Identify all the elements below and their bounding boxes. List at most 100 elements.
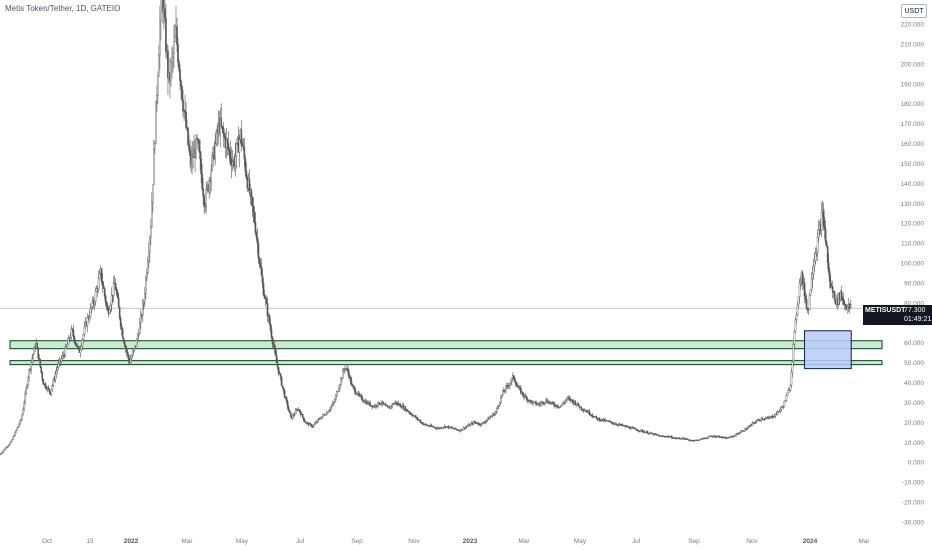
candle [750, 424, 753, 427]
candle [780, 405, 783, 412]
candle [811, 265, 814, 288]
price-axis[interactable]: 220.000 210.000 200.000 190.000 180.000 170.0… [901, 22, 925, 527]
time-tick-label: Sep [688, 538, 700, 545]
candle [740, 429, 742, 433]
candle [525, 393, 527, 398]
candle [497, 404, 499, 409]
candle [252, 197, 255, 223]
candle [564, 399, 566, 405]
candle [165, 4, 167, 59]
candle [113, 275, 116, 284]
candle [271, 335, 274, 349]
candle [795, 312, 798, 325]
candle [152, 184, 154, 213]
candle [221, 125, 224, 133]
candle [145, 274, 147, 300]
candle [197, 137, 199, 144]
candle [146, 268, 148, 282]
candle [546, 397, 548, 403]
candle [108, 305, 111, 315]
candle [101, 273, 104, 293]
time-axis[interactable]: Oct 15 2022 Mar May Jul Sep Nov 2023 Mar May Jul Sep… [42, 538, 870, 545]
candle [69, 332, 72, 341]
candle [315, 420, 318, 423]
candle [707, 436, 709, 440]
candle [522, 391, 524, 398]
candle [532, 400, 534, 407]
candle [154, 140, 156, 155]
candle [8, 444, 10, 447]
candle [430, 423, 433, 427]
candle [698, 439, 700, 442]
candle [693, 439, 695, 442]
highlight-box[interactable] [804, 330, 852, 370]
candle [244, 155, 247, 177]
candle [794, 316, 797, 334]
candle [109, 302, 112, 314]
candle [475, 422, 478, 424]
price-tick-label: 180.000 [901, 101, 925, 108]
candle [15, 429, 17, 434]
candle [578, 404, 581, 410]
support-zone[interactable] [9, 360, 883, 366]
candle [179, 64, 181, 90]
candle [336, 390, 338, 398]
candle [143, 299, 145, 311]
support-zone[interactable] [9, 340, 883, 350]
candle [792, 342, 795, 367]
candle [60, 355, 63, 364]
candle [321, 416, 323, 419]
price-tick-label: 10.000 [904, 440, 924, 447]
candle [828, 267, 831, 288]
candle [282, 387, 285, 395]
candle [258, 256, 261, 268]
candle [728, 437, 730, 439]
candle [292, 413, 295, 417]
candle [755, 419, 758, 424]
time-tick-label: Mar [858, 538, 870, 545]
candle [650, 432, 653, 434]
candle [229, 140, 232, 167]
candle [334, 396, 336, 404]
candle [20, 418, 22, 423]
price-tick-label: 110.000 [901, 241, 924, 248]
candle [71, 327, 74, 333]
candle [103, 287, 106, 300]
candle [73, 335, 76, 345]
candle [637, 429, 640, 433]
candle [632, 426, 635, 429]
candle [849, 299, 852, 310]
candle [516, 381, 518, 387]
candle [36, 342, 39, 348]
candle [12, 436, 14, 440]
candle [718, 435, 720, 438]
candle [13, 434, 15, 438]
candle [57, 359, 60, 371]
candle [595, 415, 598, 419]
candle [699, 438, 701, 441]
candle [28, 368, 30, 382]
candle [293, 412, 296, 417]
candle [634, 427, 637, 430]
candle [654, 433, 657, 436]
candle [171, 46, 173, 79]
candle [18, 422, 20, 428]
candle [387, 406, 389, 408]
price-tick-label: 80.000 [904, 300, 924, 307]
candle [327, 411, 329, 414]
candle [598, 417, 601, 422]
candle [61, 351, 64, 362]
candle [89, 303, 92, 319]
candle [513, 375, 515, 381]
candle [331, 403, 333, 409]
candle [542, 401, 544, 407]
price-tag-symbol: METISUSDT [865, 307, 906, 314]
candle [279, 372, 282, 381]
candle [115, 286, 118, 297]
candle [577, 402, 580, 407]
candle [500, 394, 502, 405]
currency-button[interactable]: USDT [901, 4, 927, 18]
candle [404, 405, 407, 412]
candle [100, 268, 103, 285]
